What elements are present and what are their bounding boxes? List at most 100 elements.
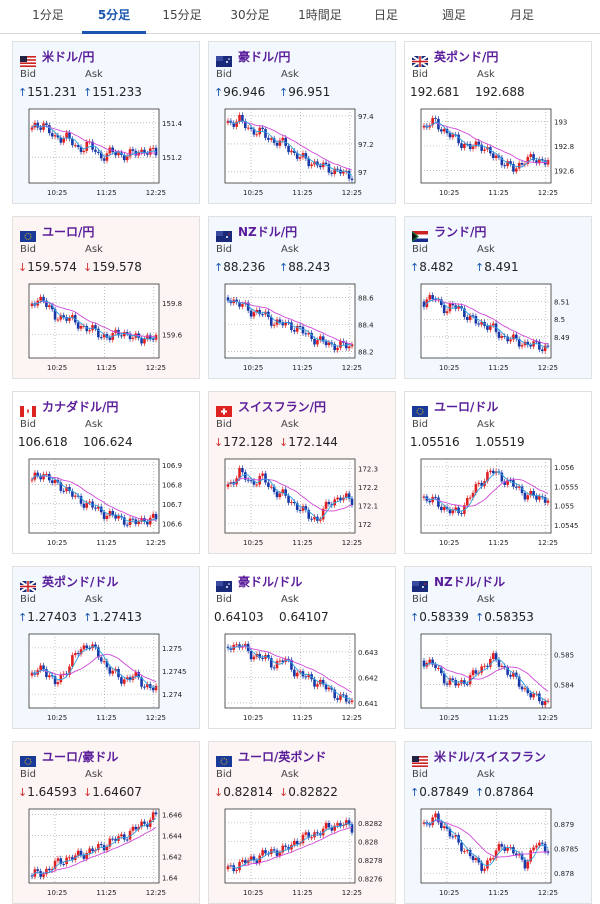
candle-body: [65, 132, 68, 139]
candle-body: [523, 688, 527, 690]
bid-number: 151.231: [27, 85, 77, 99]
y-tick-label: 97.2: [358, 141, 374, 149]
rate-card[interactable]: NZドル/ドル Bid Ask ↑0.58339 ↑0.58353 0.584 0.585 1…: [404, 566, 592, 729]
currency-pair-link[interactable]: スイスフラン/円: [238, 400, 327, 414]
rate-card[interactable]: ユーロ/豪ドル Bid Ask ↓1.64593 ↓1.64607 1.64 1.642 1.…: [12, 741, 200, 904]
candle-body: [238, 114, 241, 122]
rate-card[interactable]: 英ポンド/円 Bid Ask 192.681 192.688 192.6 192.8 193 1…: [404, 41, 592, 204]
arrow-up-icon: ↑: [410, 786, 420, 799]
candle-body: [91, 848, 94, 852]
ask-label: Ask: [281, 419, 299, 430]
currency-pair-link[interactable]: NZドル/ドル: [434, 575, 506, 589]
y-tick-label: 88.4: [358, 321, 374, 329]
bid-number: 0.58339: [419, 610, 469, 624]
currency-pair-link[interactable]: ユーロ/英ポンド: [238, 750, 327, 764]
ma-short-line: [31, 646, 157, 688]
candle-body: [252, 656, 256, 660]
candle-body: [477, 482, 481, 485]
y-tick-label: 0.8282: [358, 820, 383, 828]
candle-body: [428, 659, 432, 664]
ask-number: 1.27413: [92, 610, 142, 624]
currency-pair-link[interactable]: カナダドル/円: [42, 400, 119, 414]
candle-body: [258, 653, 262, 658]
candle-body: [36, 472, 40, 476]
x-tick-label: 12:25: [342, 889, 362, 897]
currency-pair-link[interactable]: ユーロ/豪ドル: [42, 750, 119, 764]
candle-body: [120, 834, 123, 837]
tab-1min[interactable]: 1分足: [32, 8, 64, 22]
ask-value: ↑8.491: [475, 260, 519, 274]
rate-card[interactable]: 豪ドル/円 Bid Ask ↑96.946 ↑96.951 97 97.2 97.4 10:25…: [208, 41, 396, 204]
bid-label: Bid: [412, 69, 428, 80]
candle-body: [68, 857, 71, 859]
rate-card[interactable]: 米ドル/円 Bid Ask ↑151.231 ↑151.233 151.2 151.4 10:…: [12, 41, 200, 204]
rate-card[interactable]: 英ポンド/ドル Bid Ask ↑1.27403 ↑1.27413 1.274 1.2745…: [12, 566, 200, 729]
candle-body: [526, 688, 530, 694]
price-chart: 8.49 8.5 8.51 10:25 11:25 12:25: [420, 283, 570, 372]
candle-body: [486, 860, 489, 869]
bid-value: ↓0.82814: [214, 785, 273, 799]
candle-body: [474, 316, 478, 324]
tab-weekly[interactable]: 週足: [441, 8, 466, 22]
y-tick-label: 172.2: [358, 484, 378, 492]
candle-body: [111, 147, 115, 153]
rate-card[interactable]: 米ドル/スイスフラン Bid Ask ↑0.87849 ↑0.87864 0.878 0.8…: [404, 741, 592, 904]
x-tick-label: 10:25: [47, 714, 67, 722]
rate-card[interactable]: NZドル/円 Bid Ask ↑88.236 ↑88.243 88.2 88.4 88.6 10…: [208, 216, 396, 379]
candle-body: [108, 667, 112, 674]
candle-body: [546, 345, 550, 347]
candle-body: [79, 850, 83, 856]
currency-pair-link[interactable]: 英ポンド/円: [434, 50, 499, 64]
ask-value: ↑1.27413: [83, 610, 142, 624]
candle-body: [321, 508, 325, 520]
rate-card[interactable]: ユーロ/円 Bid Ask ↓159.574 ↓159.578 159.6 159.8 10:…: [12, 216, 200, 379]
candle-body: [514, 486, 518, 488]
tab-15min[interactable]: 15分足: [162, 8, 202, 22]
candle-body: [111, 838, 115, 840]
y-tick-label: 0.8785: [554, 845, 579, 853]
rate-card[interactable]: ユーロ/ドル Bid Ask 1.05516 1.05519 1.0545 1.055 1.0…: [404, 391, 592, 554]
currency-pair-link[interactable]: ランド/円: [434, 225, 487, 239]
candle-body: [512, 480, 515, 487]
arrow-up-icon: ↑: [214, 261, 224, 274]
currency-pair-link[interactable]: 米ドル/スイスフラン: [434, 750, 547, 764]
rate-card[interactable]: ランド/円 Bid Ask ↑8.482 ↑8.491 8.49 8.5 8.51 10:25 1…: [404, 216, 592, 379]
candle-body: [471, 146, 475, 149]
candle-body: [73, 653, 77, 656]
candle-body: [477, 858, 481, 863]
rate-card[interactable]: ユーロ/英ポンド Bid Ask ↓0.82814 ↓0.82822 0.8276 0.82…: [208, 741, 396, 904]
currency-pair-link[interactable]: 英ポンド/ドル: [42, 575, 119, 589]
currency-pair-link[interactable]: 豪ドル/円: [238, 50, 291, 64]
bid-number: 1.05516: [410, 435, 460, 449]
tab-monthly[interactable]: 月足: [509, 8, 534, 22]
rate-card[interactable]: 豪ドル/ドル Bid Ask 0.64103 0.64107 0.641 0.642 0.64…: [208, 566, 396, 729]
candle-body: [471, 670, 475, 676]
tab-daily[interactable]: 日足: [373, 8, 398, 22]
candle-body: [474, 670, 478, 674]
tab-1hour[interactable]: 1時間足: [298, 8, 342, 22]
candle-body: [45, 473, 48, 475]
candle-body: [65, 317, 68, 321]
x-tick-label: 11:25: [292, 364, 312, 372]
currency-pair-link[interactable]: NZドル/円: [238, 225, 298, 239]
rate-card[interactable]: カナダドル/円 Bid Ask 106.618 106.624 106.6 106.7 106…: [12, 391, 200, 554]
ask-value: ↓0.82822: [279, 785, 338, 799]
currency-pair-link[interactable]: 豪ドル/ドル: [238, 575, 303, 589]
candle-body: [509, 161, 512, 164]
tab-30min[interactable]: 30分足: [230, 8, 270, 22]
candle-body: [102, 334, 106, 338]
au-jp-flag-icon: [216, 52, 232, 67]
currency-pair-link[interactable]: ユーロ/ドル: [434, 400, 499, 414]
candle-body: [125, 524, 129, 526]
ma-long-line: [31, 475, 157, 521]
currency-pair-link[interactable]: ユーロ/円: [42, 225, 95, 239]
currency-pair-link[interactable]: 米ドル/円: [42, 50, 95, 64]
rate-card[interactable]: スイスフラン/円 Bid Ask ↓172.128 ↓172.144 172 172.1 17…: [208, 391, 396, 554]
tab-5min[interactable]: 5分足: [82, 0, 146, 34]
candle-body: [431, 817, 434, 826]
ask-value: ↓172.144: [279, 435, 338, 449]
ask-label: Ask: [477, 594, 495, 605]
bid-number: 8.482: [419, 260, 454, 274]
candle-body: [249, 856, 253, 861]
candle-body: [79, 146, 83, 153]
